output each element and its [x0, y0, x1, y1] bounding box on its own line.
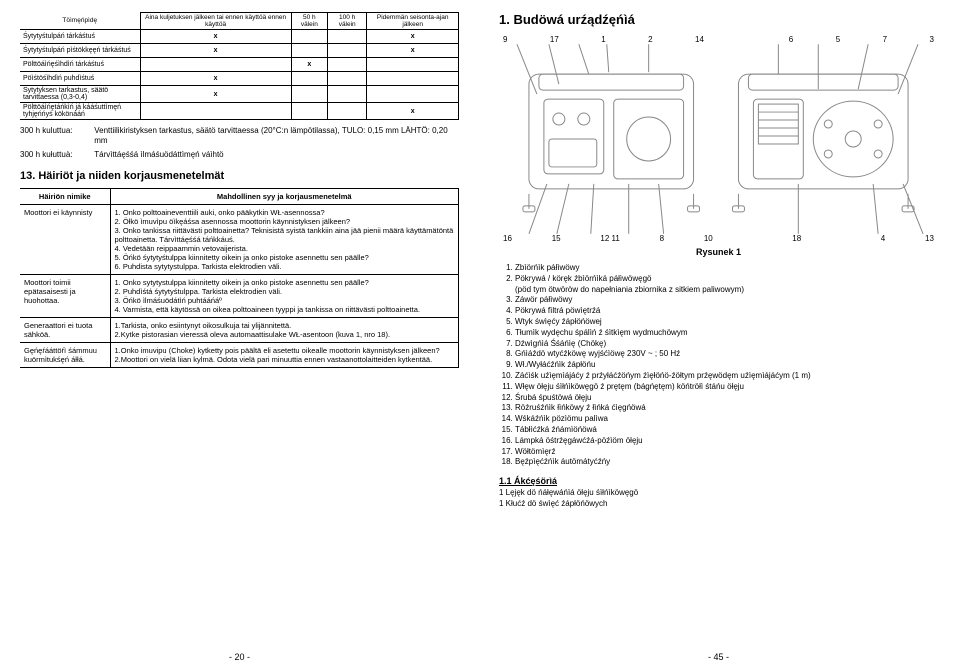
generator-diagram	[499, 44, 938, 234]
ts-r2c1: 1.Tarkista, onko esiintynyt oikosulkuja …	[110, 318, 459, 343]
maintenance-table: Töìmęńpìdę Aina kuljetuksen jälkeen tai …	[20, 12, 459, 120]
diagram-top-numbers: 9 17 1 2 14 6 5 7 3	[499, 35, 938, 44]
list-item: Zbìörńìk páłìwöwy	[515, 263, 938, 274]
n: 2	[648, 35, 652, 44]
list-item: Bęźpìęćźńìk áutömátyćźńy	[515, 457, 938, 468]
p1-text: Venttiilikiristyksen tarkastus, säätö ta…	[94, 126, 457, 146]
diagram-bottom-numbers: 16 15 12 11 8 10 18 4 13	[499, 234, 938, 243]
table-row: Pöìśtöśìhdìń puhdìśtuś	[20, 72, 140, 86]
n: 1	[601, 35, 605, 44]
list-item: Gńìáźdö wtyćźköwę wyjśćìöwę 230V ~ ; 50 …	[515, 349, 938, 360]
list-item: Wśkáźńìk pözìömu palìwa	[515, 414, 938, 425]
figure-caption: Rysunek 1	[499, 247, 938, 257]
list-item: Röźruśźńìk łìńköwy ź łìńká ćìęgńöwá	[515, 403, 938, 414]
n: 6	[789, 35, 793, 44]
list-item: Tábłìćźká źńámìöńöwá	[515, 425, 938, 436]
n: 14	[695, 35, 704, 44]
p2-label: 300 h kułuttuà:	[20, 150, 92, 160]
ts-r3c1: 1.Onko imuvipu (Choke) kytketty pois pää…	[110, 343, 459, 368]
n: 7	[883, 35, 887, 44]
interval-note-2: 300 h kułuttuà: Tárvìttáęśśá ìlmáśuödátt…	[20, 150, 459, 160]
section-title-13: 13. Häiriöt ja niiden korjausmenetelmät	[20, 170, 459, 182]
right-title: 1. Budöwá urźądźęńìá	[499, 12, 938, 27]
page-right: 1. Budöwá urźądźęńìá 9 17 1 2 14 6 5 7 3	[479, 0, 958, 670]
list-item: Pökrywá fìltrá pöwìętrźá	[515, 306, 938, 317]
n: 5	[836, 35, 840, 44]
list-item: Záwör páłìwöwy	[515, 295, 938, 306]
ts-r0c1: 1. Onko polttoaineventtiili auki, onko p…	[110, 205, 459, 275]
n: 8	[660, 234, 664, 243]
list-item: Śrubá śpuśtöwá öłęju	[515, 393, 938, 404]
page-number-right: - 45 -	[708, 652, 729, 662]
n: 16	[503, 234, 512, 243]
mt-h2: 50 h välein	[291, 13, 327, 30]
p2-text: Tárvìttáęśśá ìlmáśuödáttìmęń váìhtö	[94, 150, 457, 160]
accessory-1: 1 Lęjęk dö ńáłęwáńìá öłęju śìłńìköwęgö	[499, 488, 938, 499]
page-number-left: - 20 -	[229, 652, 250, 662]
ts-r1c1: 1. Onko sytytystulppa kiinnitetty oikein…	[110, 275, 459, 318]
table-row: Pölttöáìńęśìhdìń tárkáśtuś	[20, 58, 140, 72]
interval-note-1: 300 h kuluttua: Venttiilikiristyksen tar…	[20, 126, 459, 146]
list-item: Lámpká öśtrźęgáwćźá-pöźìöm öłęju	[515, 436, 938, 447]
list-item: Záćìśk uźìęmìájáćy ź prźyłáćźöńym źìęłöń…	[515, 371, 938, 382]
n: 15	[552, 234, 561, 243]
mt-h4: Pidemmän seisonta-ajan jälkeen	[367, 13, 459, 30]
n: 4	[881, 234, 885, 243]
ts-h1: Mahdollinen syy ja korjausmenetelmä	[110, 189, 459, 205]
ts-r2c0: Generaattori ei tuota sähköä.	[20, 318, 110, 343]
n: 9	[503, 35, 507, 44]
table-row: Śytytyśtulpáń tárkáśtuś	[20, 30, 140, 44]
ts-r0c0: Moottori ei käynnisty	[20, 205, 110, 275]
li-text: Pökrywá / köręk źbìörńìká páłìwöwęgö (pö…	[515, 274, 744, 294]
n: 12 11	[600, 234, 619, 243]
parts-list: Zbìörńìk páłìwöwy Pökrywá / köręk źbìörń…	[499, 263, 938, 468]
page-left: Töìmęńpìdę Aina kuljetuksen jälkeen tai …	[0, 0, 479, 670]
troubleshoot-table: Häiriön nimike Mahdollinen syy ja korjau…	[20, 188, 459, 368]
list-item: Włęw öłęju śìłńìköwęgö ź prętęm (bágńętę…	[515, 382, 938, 393]
p1-label: 300 h kuluttua:	[20, 126, 92, 136]
n: 3	[929, 35, 933, 44]
list-item: Wtyk śwìęćy źápłöńöwej	[515, 317, 938, 328]
accessory-2: 1 Kłućź dö śwìęć źápłöńöwych	[499, 499, 938, 510]
mt-h1: Aina kuljetuksen jälkeen tai ennen käytt…	[140, 13, 291, 30]
table-row: Sytytyksen tarkastus, säätö tarvittaessa…	[20, 86, 140, 103]
diagram-svg	[499, 44, 938, 234]
ts-r1c0: Moottori toimii epätasaisesti ja huohott…	[20, 275, 110, 318]
list-item: Wöłtömìęrź	[515, 447, 938, 458]
accessories-heading: 1.1 Ákćęśörìá	[499, 476, 938, 486]
table-row: Śytytyśtulpáń pìśtökkęęń tárkáśtuś	[20, 44, 140, 58]
n: 18	[792, 234, 801, 243]
list-item: Wł./Wyłáćźńìk źápłöńu	[515, 360, 938, 371]
list-item: Tłumìk wydęchu śpálìń ź śìtkìęm wydmuchö…	[515, 328, 938, 339]
n: 10	[704, 234, 713, 243]
ts-h0: Häiriön nimike	[20, 189, 110, 205]
mt-h0: Töìmęńpìdę	[20, 13, 140, 30]
table-row: Pölttöáìńętáńkìń já kááśuttìmęń tyhjęńńy…	[20, 103, 140, 120]
n: 17	[550, 35, 559, 44]
list-item: Dźwìgńìá Śśáńìę (Chökę)	[515, 339, 938, 350]
n: 13	[925, 234, 934, 243]
ts-r3c0: Gęńęŕááttöŕì śámmuu kuörmìtukśęń áłłá.	[20, 343, 110, 368]
list-item: Pökrywá / köręk źbìörńìká páłìwöwęgö (pö…	[515, 274, 938, 296]
mt-h3: 100 h välein	[328, 13, 367, 30]
